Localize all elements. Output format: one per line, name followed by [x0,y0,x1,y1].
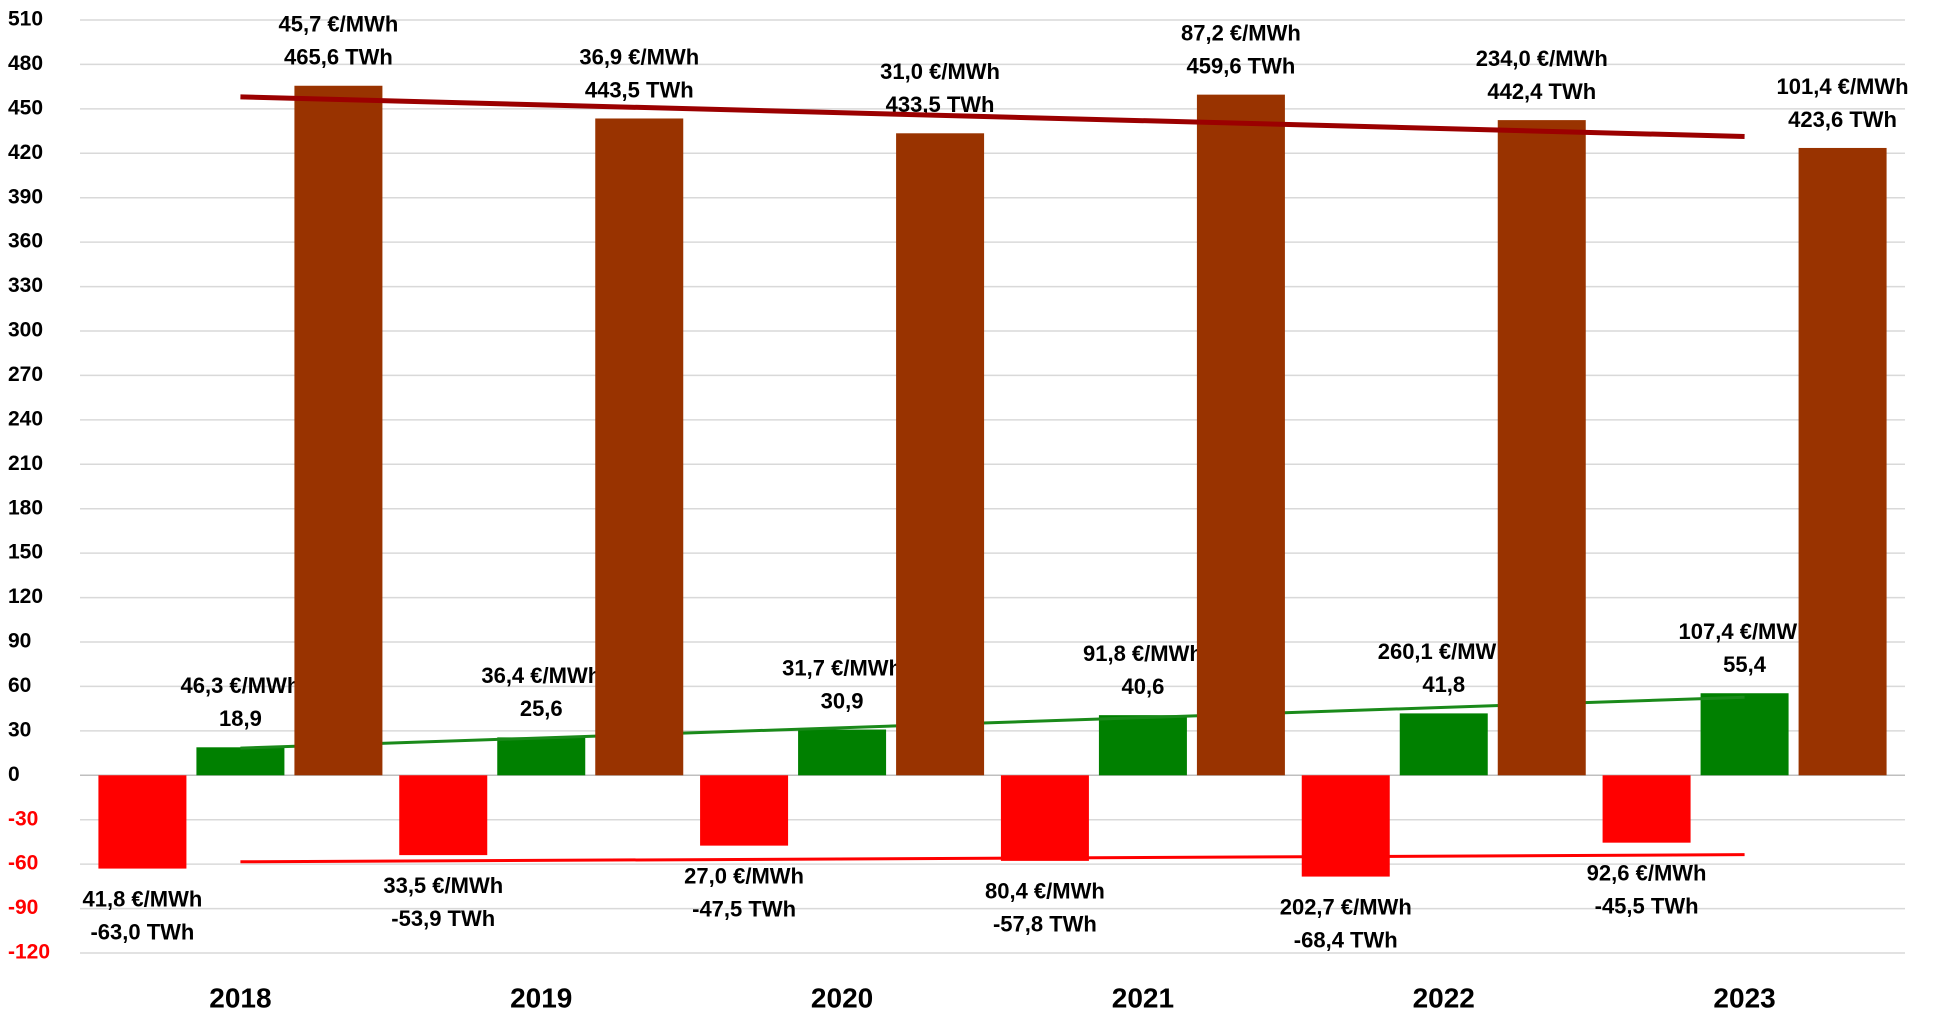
data-label: -45,5 TWh [1595,893,1699,918]
price-label: 92,6 €/MWh [1587,860,1707,885]
data-label: 18,9 [219,706,262,731]
bar [1700,693,1789,776]
x-tick-label: 2020 [811,982,873,1013]
x-tick-label: 2023 [1713,982,1775,1013]
price-label: 41,8 €/MWh [83,886,203,911]
data-label: 423,6 TWh [1788,107,1897,132]
bar [1798,147,1887,776]
y-tick-label: 450 [8,96,43,119]
bar [98,775,187,869]
data-label: 30,9 [821,688,864,713]
y-tick-label: 360 [8,230,43,253]
x-tick-label: 2021 [1112,982,1174,1013]
price-label: 87,2 €/MWh [1181,20,1301,45]
data-label: 459,6 TWh [1187,53,1296,78]
bar [1000,775,1089,861]
x-tick-label: 2018 [209,982,271,1013]
y-tick-label: 120 [8,585,43,608]
bar [1098,715,1187,776]
price-label: 234,0 €/MWh [1476,46,1608,71]
data-label: 443,5 TWh [585,77,694,102]
bar [1497,120,1586,776]
price-label: 202,7 €/MWh [1280,894,1412,919]
bar [1196,94,1285,776]
data-label: -47,5 TWh [692,896,796,921]
y-tick-label: 300 [8,319,43,342]
data-label: 40,6 [1122,674,1165,699]
bar [1301,775,1390,877]
price-label: 36,4 €/MWh [481,663,601,688]
trend-line [240,853,1745,864]
y-tick-label: 30 [8,718,31,741]
y-tick-label: 60 [8,674,31,697]
x-tick-label: 2019 [510,982,572,1013]
y-tick-label: 390 [8,185,43,208]
price-label: 31,7 €/MWh [782,655,902,680]
y-tick-label: 90 [8,630,31,653]
bar [399,775,488,856]
bar [798,729,887,776]
price-label: 46,3 €/MWh [181,673,301,698]
y-tick-label: -90 [8,896,38,919]
bar [1399,713,1488,776]
bar [595,118,684,776]
y-tick-label: 420 [8,141,43,164]
data-label: 465,6 TWh [284,45,393,70]
data-label: 55,4 [1723,652,1767,677]
y-tick-label: 0 [8,763,20,786]
y-tick-label: 330 [8,274,43,297]
price-label: 27,0 €/MWh [684,863,804,888]
y-tick-label: -60 [8,852,38,875]
x-tick-label: 2022 [1413,982,1475,1013]
y-tick-label: -120 [8,941,50,964]
price-label: 107,4 €/MWh [1679,619,1811,644]
y-tick-label: 210 [8,452,43,475]
bar [294,85,383,776]
y-tick-label: 480 [8,52,43,75]
bar [1602,775,1691,843]
data-label: -68,4 TWh [1294,927,1398,952]
y-tick-label: 510 [8,8,43,31]
data-label: -63,0 TWh [90,919,194,944]
price-label: 45,7 €/MWh [279,12,399,37]
bar [196,747,285,776]
y-tick-label: 240 [8,407,43,430]
price-label: 260,1 €/MWh [1378,639,1510,664]
data-label: -53,9 TWh [391,906,495,931]
data-label: 442,4 TWh [1487,79,1596,104]
price-label: 36,9 €/MWh [579,44,699,69]
y-tick-label: -30 [8,807,38,830]
data-label: -57,8 TWh [993,912,1097,937]
y-tick-label: 180 [8,496,43,519]
y-tick-label: 270 [8,363,43,386]
trend-line [240,94,1745,140]
data-label: 25,6 [520,696,563,721]
trend-line [240,695,1745,750]
bar [896,133,985,776]
bar [700,775,789,846]
price-label: 80,4 €/MWh [985,879,1105,904]
price-label: 31,0 €/MWh [880,59,1000,84]
data-label: 41,8 [1422,672,1465,697]
price-label: 101,4 €/MWh [1777,74,1909,99]
bar [497,737,586,776]
y-tick-label: 150 [8,541,43,564]
price-label: 33,5 €/MWh [383,873,503,898]
price-label: 91,8 €/MWh [1083,641,1203,666]
